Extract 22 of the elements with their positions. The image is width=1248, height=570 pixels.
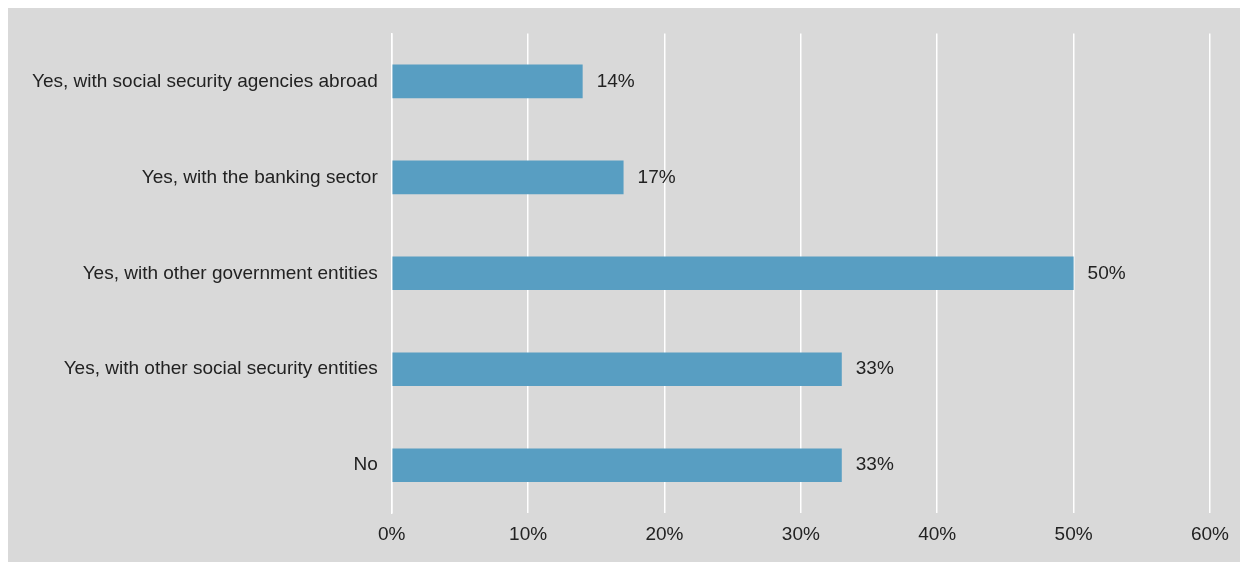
data-label: 14% [596,69,635,91]
x-tick-label: 20% [645,522,684,544]
bar [392,352,842,387]
x-tick-label: 50% [1054,522,1093,544]
data-label: 33% [855,357,894,379]
x-tick-label: 40% [918,522,957,544]
x-tick-label: 0% [377,522,406,544]
x-tick-label: 30% [781,522,820,544]
bar [392,448,842,483]
data-label: 17% [637,165,676,187]
y-tick-label: Yes, with other social security entities [63,357,378,379]
bar [392,160,624,195]
x-tick-label: 60% [1190,522,1230,544]
x-tick-label: 10% [509,522,548,544]
bar [392,256,1074,291]
bar [392,64,583,99]
y-tick-label: No [353,453,378,475]
y-tick-label: Yes, with social security agencies abroad [31,69,378,91]
data-label: 33% [855,453,894,475]
data-label: 50% [1087,261,1126,283]
y-tick-label: Yes, with the banking sector [141,165,379,187]
y-tick-label: Yes, with other government entities [82,261,378,283]
